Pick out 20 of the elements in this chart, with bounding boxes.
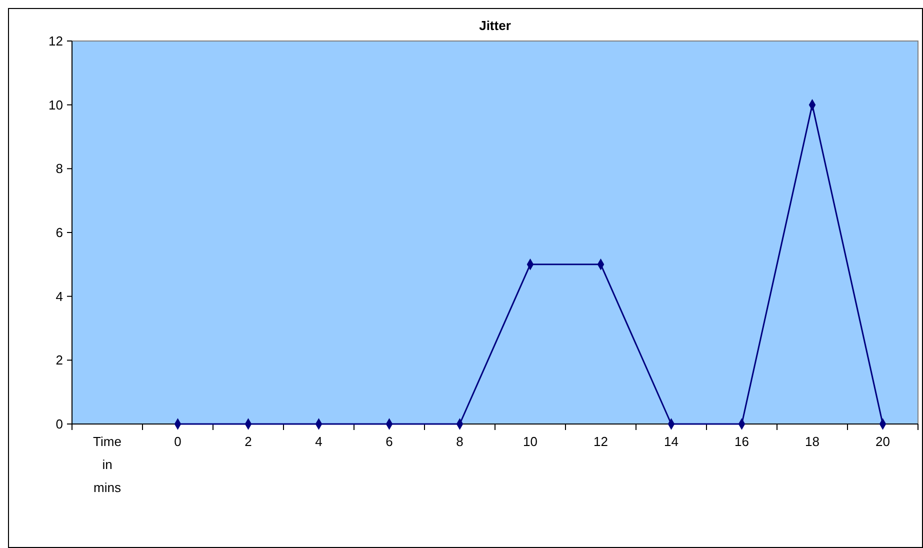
chart-title: Jitter bbox=[479, 18, 511, 33]
y-tick-label: 4 bbox=[56, 288, 63, 304]
x-tick-label: 4 bbox=[315, 434, 322, 449]
x-tick-label: 14 bbox=[664, 434, 678, 449]
x-tick-label: 6 bbox=[386, 434, 393, 449]
x-tick-label: Time in mins bbox=[93, 434, 122, 495]
y-tick-label: 2 bbox=[56, 352, 63, 368]
x-tick-label: 8 bbox=[456, 434, 464, 449]
x-tick-label: 16 bbox=[734, 434, 749, 449]
y-tick-label: 10 bbox=[48, 97, 63, 112]
y-tick-label: 6 bbox=[56, 225, 63, 240]
y-tick-label: 8 bbox=[56, 161, 63, 176]
y-tick-label: 0 bbox=[56, 416, 63, 432]
x-tick-label: 2 bbox=[244, 434, 252, 449]
x-tick-label: 18 bbox=[805, 434, 820, 449]
x-tick-label: 12 bbox=[594, 434, 608, 449]
x-tick-label: 0 bbox=[174, 434, 182, 449]
y-tick-label: 12 bbox=[48, 34, 63, 49]
x-tick-label: 10 bbox=[523, 434, 538, 449]
x-tick-label: 20 bbox=[876, 434, 890, 449]
